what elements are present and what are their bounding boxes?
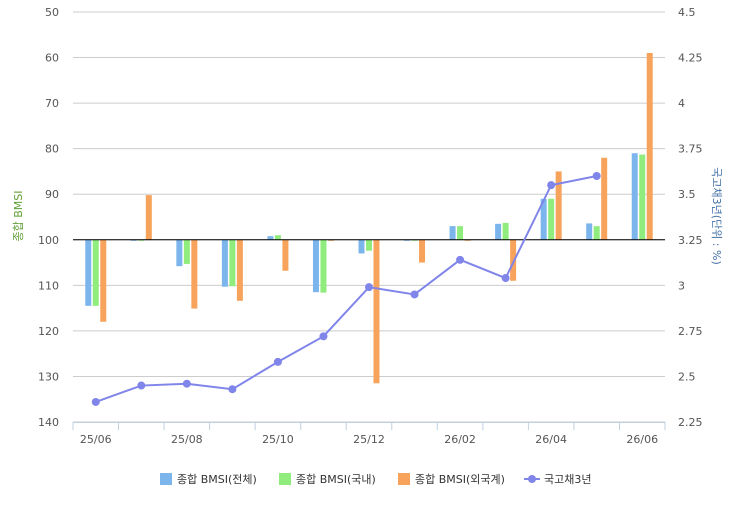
line-point xyxy=(228,385,237,394)
y-right-tick-label: 4.25 xyxy=(678,52,703,65)
y-right-tick-label: 2.75 xyxy=(678,325,703,338)
bar xyxy=(320,239,327,293)
line-series[interactable] xyxy=(91,172,601,406)
legend-symbol xyxy=(398,473,410,485)
bar-series[interactable] xyxy=(85,53,653,384)
line-point xyxy=(91,397,100,406)
y-left-tick-label: 120 xyxy=(38,325,59,338)
bar xyxy=(548,198,555,240)
legend-label: 국고채3년 xyxy=(544,473,591,486)
bar xyxy=(631,153,638,240)
line-point xyxy=(182,379,191,388)
bar xyxy=(312,239,319,293)
bar xyxy=(457,226,464,240)
line-point xyxy=(592,172,601,180)
bar xyxy=(229,239,236,287)
y-left-tick-label: 50 xyxy=(45,6,59,19)
line-point xyxy=(456,255,465,264)
x-tick-label: 25/12 xyxy=(353,433,385,446)
bar xyxy=(419,239,426,263)
bar xyxy=(495,223,502,240)
bar xyxy=(502,222,509,240)
x-tick-label: 25/08 xyxy=(171,433,203,446)
bar xyxy=(282,239,289,271)
gridlines xyxy=(73,11,665,423)
line-point xyxy=(501,274,510,283)
y-left-tick-label: 80 xyxy=(45,143,59,156)
bar xyxy=(540,198,547,240)
bar xyxy=(373,239,380,384)
bar xyxy=(183,239,190,264)
bar xyxy=(366,239,372,251)
bar xyxy=(236,239,243,301)
bar xyxy=(646,53,653,240)
axes: 50 60 70 80 90 100 110 120 130 140 4.5 4.25 4 3.75 3.5… xyxy=(38,6,703,446)
x-tick-label: 25/06 xyxy=(80,433,112,446)
y-left-tick-label: 60 xyxy=(45,52,59,65)
y-right-tick-label: 3.75 xyxy=(678,143,703,156)
y-right-tick-label: 3.25 xyxy=(678,234,703,247)
bar xyxy=(100,239,107,322)
bar xyxy=(221,239,228,287)
line-point xyxy=(319,332,328,341)
legend: 종합 BMSI(전체) 종합 BMSI(국내) 종합 BMSI(외국계) 국고채3년 xyxy=(160,473,591,486)
line-point xyxy=(410,290,419,299)
bar xyxy=(593,226,600,240)
line-point xyxy=(365,283,373,292)
line-point xyxy=(273,357,282,366)
bar xyxy=(449,226,456,240)
y-left-tick-label: 100 xyxy=(38,234,59,247)
legend-symbol xyxy=(528,475,536,483)
bar xyxy=(92,239,99,306)
bar xyxy=(555,171,562,240)
line-point xyxy=(547,181,556,190)
y-left-tick-label: 70 xyxy=(45,97,59,110)
bar xyxy=(85,239,92,306)
y-right-tick-label: 4 xyxy=(678,97,685,110)
y-right-tick-label: 4.5 xyxy=(678,6,696,19)
y-axis-left-title: 종합 BMSI xyxy=(12,190,25,241)
bar xyxy=(274,235,281,240)
bar xyxy=(639,154,646,240)
legend-label: 종합 BMSI(국내) xyxy=(296,473,376,486)
bar xyxy=(358,239,365,254)
bar xyxy=(601,157,608,240)
y-left-tick-label: 110 xyxy=(38,279,59,292)
bar xyxy=(267,236,274,240)
legend-symbol xyxy=(160,473,172,485)
y-right-tick-label: 2.25 xyxy=(678,416,703,429)
y-left-tick-label: 130 xyxy=(38,370,59,383)
legend-label: 종합 BMSI(전체) xyxy=(177,473,257,486)
y-right-tick-label: 2.5 xyxy=(678,370,696,383)
x-tick-label: 25/10 xyxy=(262,433,294,446)
bar xyxy=(145,195,152,240)
x-tick-label: 26/06 xyxy=(626,433,658,446)
y-axis-right-title: 국고채3년(단위 : %) xyxy=(710,167,723,264)
line-point xyxy=(137,381,146,390)
y-right-tick-label: 3.5 xyxy=(678,188,696,201)
legend-label: 종합 BMSI(외국계) xyxy=(415,473,505,486)
y-right-tick-label: 3 xyxy=(678,279,685,292)
x-tick-label: 26/04 xyxy=(535,433,567,446)
y-left-tick-label: 90 xyxy=(45,188,59,201)
bar xyxy=(586,223,593,240)
bar xyxy=(191,239,198,309)
line-series-path xyxy=(95,175,597,403)
legend-symbol xyxy=(279,473,291,485)
bar xyxy=(510,239,517,281)
x-tick-label: 26/02 xyxy=(444,433,476,446)
bar xyxy=(176,239,183,267)
y-left-tick-label: 140 xyxy=(38,416,59,429)
